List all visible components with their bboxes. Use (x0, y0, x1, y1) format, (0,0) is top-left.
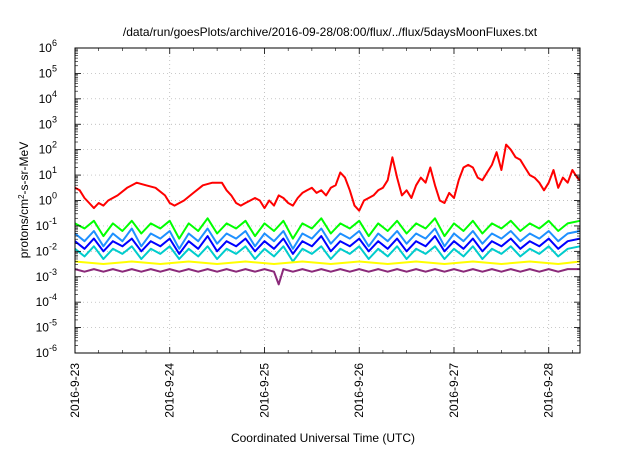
y-tick-label: 10-2 (36, 241, 57, 258)
series-line-6 (74, 260, 581, 265)
y-tick-label: 10-1 (36, 216, 57, 233)
y-tick-exponent: 6 (52, 38, 57, 48)
x-tick-label: 2016-9-26 (352, 363, 366, 418)
y-axis-label: protons/cm2-s-sr-MeV (17, 142, 32, 258)
y-tick-base: 10 (39, 66, 53, 80)
y-tick-exponent: 0 (52, 191, 57, 201)
y-tick-label: 10-3 (36, 267, 57, 284)
series-line-3 (74, 227, 581, 250)
y-tick-exponent: 1 (52, 165, 57, 175)
y-axis-label-superscript: 2 (17, 194, 26, 199)
y-tick-label: 100 (39, 191, 57, 208)
y-tick-base: 10 (36, 321, 50, 335)
series-line-5 (74, 245, 581, 263)
series-line-4 (74, 235, 581, 255)
y-tick-exponent: -4 (49, 292, 57, 302)
y-tick-label: 10-6 (36, 343, 57, 360)
y-tick-base: 10 (36, 270, 50, 284)
x-tick-label: 2016-9-25 (257, 363, 271, 418)
y-tick-exponent: 5 (52, 63, 57, 73)
y-tick-base: 10 (39, 168, 53, 182)
y-tick-label: 103 (39, 114, 57, 131)
y-tick-base: 10 (36, 219, 50, 233)
x-tick-label: 2016-9-23 (68, 363, 82, 418)
y-tick-exponent: -6 (49, 343, 57, 353)
y-tick-base: 10 (39, 92, 53, 106)
y-tick-exponent: -2 (49, 241, 57, 251)
y-tick-exponent: 4 (52, 89, 57, 99)
y-tick-base: 10 (36, 244, 50, 258)
axis-layer: 10-610-510-410-310-210-11001011021031041… (36, 38, 581, 418)
plot-frame (74, 47, 581, 354)
y-tick-base: 10 (39, 194, 53, 208)
y-tick-base: 10 (39, 143, 53, 157)
y-tick-exponent: -3 (49, 267, 57, 277)
chart-title: /data/run/goesPlots/archive/2016-09-28/0… (123, 25, 538, 39)
x-tick-label: 2016-9-28 (542, 363, 556, 418)
x-tick-label: 2016-9-27 (447, 363, 461, 418)
x-tick-label: 2016-9-24 (163, 363, 177, 418)
y-tick-label: 101 (39, 165, 57, 182)
y-tick-base: 10 (36, 295, 50, 309)
y-tick-label: 105 (39, 63, 57, 80)
y-tick-label: 10-4 (36, 292, 57, 309)
series-line-1 (74, 143, 581, 212)
y-tick-base: 10 (36, 346, 50, 360)
y-tick-exponent: 2 (52, 140, 57, 150)
series-line-2 (74, 217, 581, 240)
y-tick-exponent: -1 (49, 216, 57, 226)
series-line-7 (74, 268, 580, 286)
grid-layer (75, 48, 580, 353)
y-tick-label: 104 (39, 89, 57, 106)
x-axis-label: Coordinated Universal Time (UTC) (231, 431, 415, 445)
y-tick-label: 106 (39, 38, 57, 55)
y-tick-base: 10 (39, 117, 53, 131)
y-tick-label: 10-5 (36, 318, 57, 335)
y-tick-exponent: -5 (49, 318, 57, 328)
y-tick-exponent: 3 (52, 114, 57, 124)
series-layer (74, 143, 581, 286)
y-tick-label: 102 (39, 140, 57, 157)
y-tick-base: 10 (39, 41, 53, 55)
y-axis-label-tail: -s-sr-MeV (17, 142, 31, 195)
y-axis-label-main: protons/cm (17, 199, 31, 258)
